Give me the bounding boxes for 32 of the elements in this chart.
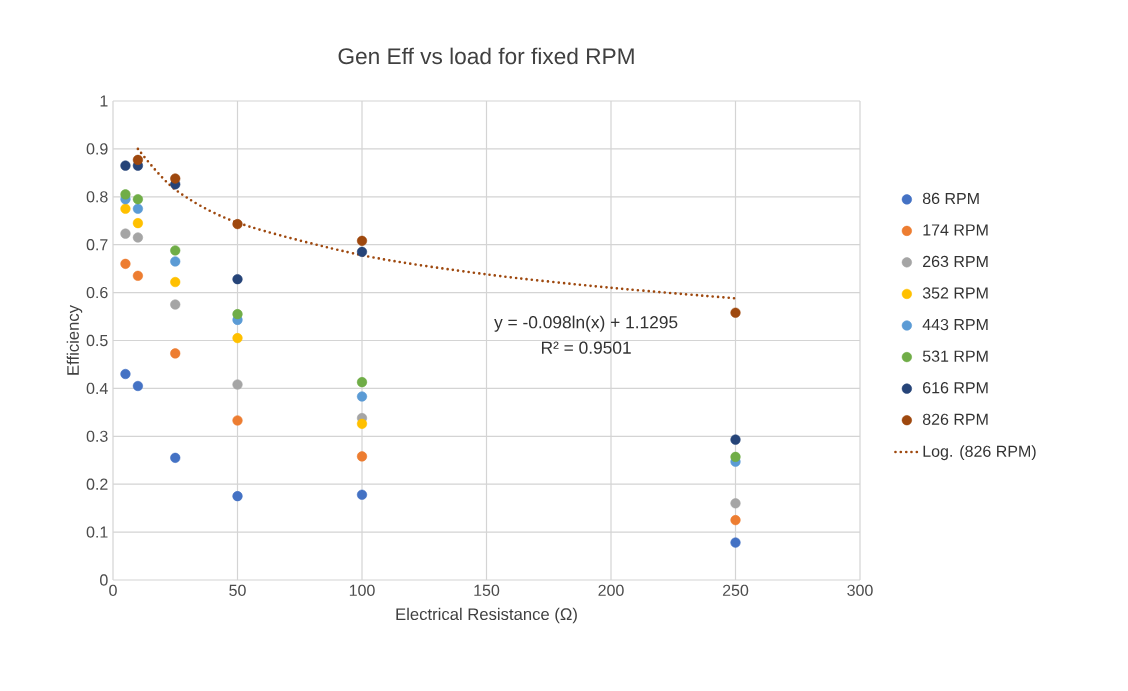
y-tick-label: 0.5 — [86, 334, 108, 347]
legend-label: 174 RPM — [923, 224, 988, 236]
y-tick-label: 0.7 — [86, 239, 108, 251]
legend-label: 443 RPM — [922, 318, 988, 331]
x-tick-label: 250 — [722, 584, 749, 597]
x-tick-label: 300 — [847, 584, 873, 597]
x-tick-label: 50 — [229, 584, 246, 597]
chart-title: Gen Eff vs load for fixed RPM — [338, 47, 634, 65]
y-tick-label: 1 — [100, 95, 108, 107]
y-tick-label: 0.6 — [86, 286, 108, 299]
legend-label: 86 RPM — [922, 192, 979, 205]
y-tick-label: 0.3 — [86, 430, 108, 442]
y-tick-label: 0.9 — [86, 143, 108, 155]
y-tick-label: 0.1 — [86, 526, 108, 538]
x-tick-label: 200 — [598, 584, 624, 597]
x-tick-label: 100 — [349, 584, 375, 597]
y-tick-label: 0 — [100, 574, 108, 586]
legend-label: 826 RPM — [922, 413, 988, 425]
x-axis-title: Electrical Resistance (Ω) — [396, 607, 577, 624]
legend-label: Log. (826 RPM) — [923, 445, 1036, 461]
legend-label: 352 RPM — [922, 287, 988, 299]
annotation: y = -0.098ln(x) + 1.1295 — [494, 315, 678, 332]
y-axis-title: Efficiency — [66, 305, 83, 375]
annotation: R² = 0.9501 — [542, 341, 631, 354]
y-tick-label: 0.2 — [86, 478, 108, 490]
x-tick-label: 150 — [474, 584, 500, 597]
y-tick-label: 0.4 — [86, 382, 108, 395]
x-tick-label: 0 — [109, 584, 117, 597]
legend-label: 263 RPM — [923, 255, 988, 268]
y-tick-label: 0.8 — [86, 191, 108, 203]
legend-label: 531 RPM — [922, 350, 988, 362]
legend-label: 616 RPM — [923, 382, 988, 394]
